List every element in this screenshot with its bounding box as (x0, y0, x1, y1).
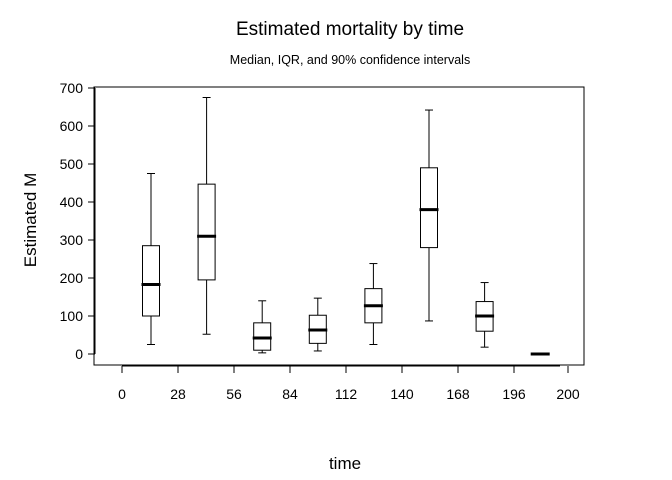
x-tick-label: 200 (556, 386, 580, 402)
box-5 (363, 263, 383, 345)
box-7 (475, 282, 495, 348)
x-tick-label: 168 (446, 386, 470, 402)
y-tick-label: 200 (60, 270, 84, 286)
y-tick-label: 100 (60, 308, 84, 324)
iqr-box (253, 322, 272, 351)
box-4 (308, 297, 328, 352)
plot-frame (93, 86, 585, 366)
x-tick-label: 140 (390, 386, 414, 402)
y-tick-label: 0 (75, 346, 83, 362)
box-8 (530, 352, 550, 356)
box-2 (197, 97, 217, 335)
x-tick-label: 84 (282, 386, 298, 402)
iqr-box (197, 183, 216, 281)
iqr-box (142, 245, 160, 317)
y-tick-label: 700 (60, 80, 84, 96)
y-axis-label: Estimated M (21, 173, 40, 267)
y-tick-label: 600 (60, 118, 84, 134)
y-tick-label: 300 (60, 232, 84, 248)
y-tick-label: 400 (60, 194, 84, 210)
x-axis-label: time (329, 454, 361, 473)
x-tick-label: 196 (502, 386, 526, 402)
x-tick-label: 28 (170, 386, 186, 402)
x-tick-label: 56 (226, 386, 242, 402)
box-1 (141, 173, 161, 345)
x-tick-label: 0 (118, 386, 126, 402)
box-6 (419, 109, 439, 322)
chart-title: Estimated mortality by time (236, 19, 464, 40)
box-3 (252, 300, 272, 354)
y-tick-label: 500 (60, 156, 84, 172)
x-tick-label: 112 (335, 386, 358, 402)
chart-subtitle: Median, IQR, and 90% confidence interval… (230, 53, 470, 67)
x-axis: 0 28 56 84 112 140 168 196 200 (118, 365, 580, 402)
iqr-box (420, 167, 438, 249)
boxes (141, 97, 550, 356)
y-axis: 0 100 200 300 400 500 600 700 (60, 80, 96, 362)
